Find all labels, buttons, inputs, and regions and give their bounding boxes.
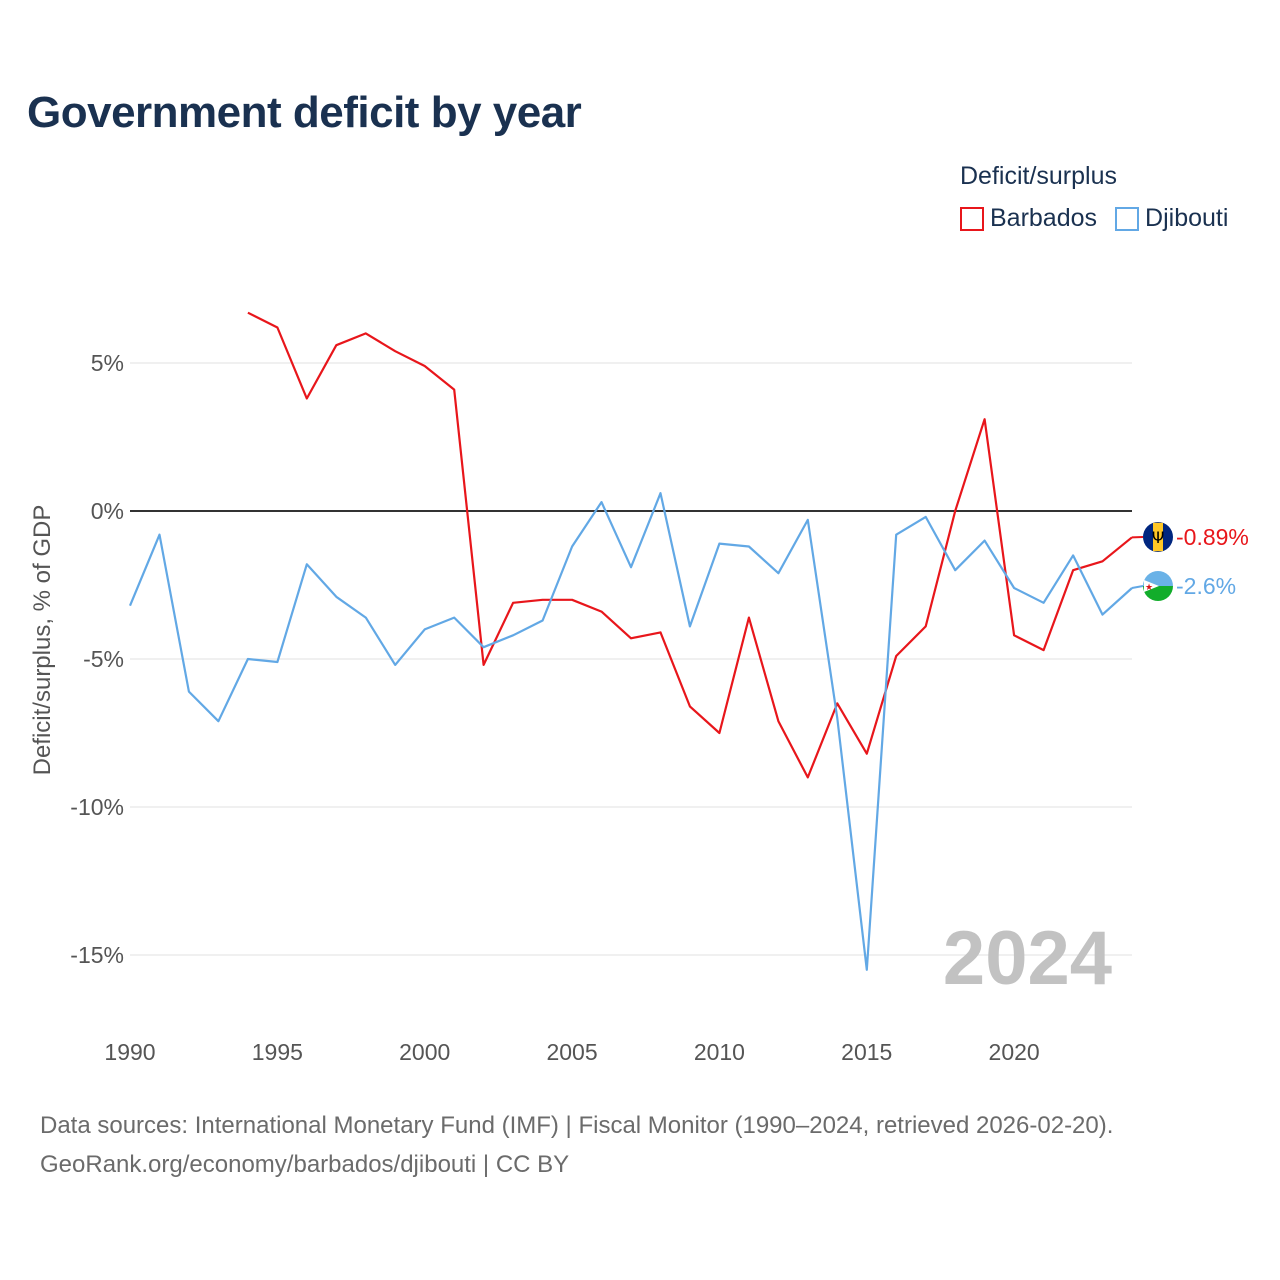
series-line-djibouti [128, 492, 1133, 971]
footer-source: Data sources: International Monetary Fun… [40, 1112, 1114, 1139]
y-tick-label: -15% [70, 942, 124, 968]
flag-triangle [1144, 580, 1159, 592]
y-tick-label: -10% [70, 794, 124, 820]
grid-lines [130, 362, 1132, 956]
djibouti-flag: ★ [1143, 571, 1173, 601]
y-tick-label: 0% [91, 498, 124, 524]
x-tick-label: 1995 [252, 1039, 303, 1065]
trident-icon: Ψ [1152, 528, 1165, 547]
legend-label-barbados: Barbados [990, 204, 1098, 232]
legend-swatch-djibouti [1115, 206, 1140, 231]
barbados-flag: Ψ [1143, 522, 1173, 552]
end-label-barbados: -0.89% [1176, 524, 1249, 550]
series-line-barbados [247, 311, 1133, 779]
legend-item-djibouti[interactable]: Djibouti [1115, 204, 1228, 233]
chart-title: Government deficit by year [27, 88, 582, 137]
end-connector [1131, 585, 1144, 589]
flag-bottom [1143, 586, 1173, 601]
end-labels: Ψ -0.89% ★ -2.6% [1131, 522, 1249, 601]
end-label-djibouti: -2.6% [1176, 573, 1236, 599]
x-tick-label: 2010 [694, 1039, 745, 1065]
x-tick-label: 2000 [399, 1039, 450, 1065]
x-tick-label: 1990 [104, 1039, 155, 1065]
y-axis-label: Deficit/surplus, % of GDP [29, 505, 56, 776]
x-axis-ticks: 1990 1995 2000 2005 2010 2015 2020 [104, 1039, 1039, 1065]
y-tick-label: 5% [91, 350, 124, 376]
footer: Data sources: International Monetary Fun… [40, 1106, 1113, 1184]
legend-title: Deficit/surplus [960, 162, 1117, 190]
series-lines [128, 311, 1133, 971]
legend: Barbados Djibouti [960, 204, 1246, 233]
chart-area: 5% 0% -5% -10% -15% 1990 1995 2000 2005 2010 2015… [29, 311, 1249, 1065]
y-axis-ticks: 5% 0% -5% -10% -15% [70, 350, 124, 968]
footer-link[interactable]: GeoRank.org/economy/barbados/djibouti | … [40, 1151, 570, 1178]
legend-swatch-barbados [960, 206, 984, 231]
legend-item-barbados[interactable]: Barbados [960, 204, 1097, 233]
x-tick-label: 2005 [546, 1039, 597, 1065]
year-watermark: 2024 [943, 916, 1112, 1001]
flag-top [1143, 571, 1173, 586]
star-icon: ★ [1145, 583, 1153, 593]
flag-stripe [1153, 522, 1163, 552]
x-tick-label: 2020 [989, 1039, 1040, 1065]
legend-label-djibouti: Djibouti [1145, 204, 1229, 232]
x-tick-label: 2015 [841, 1039, 892, 1065]
y-tick-label: -5% [83, 646, 124, 672]
